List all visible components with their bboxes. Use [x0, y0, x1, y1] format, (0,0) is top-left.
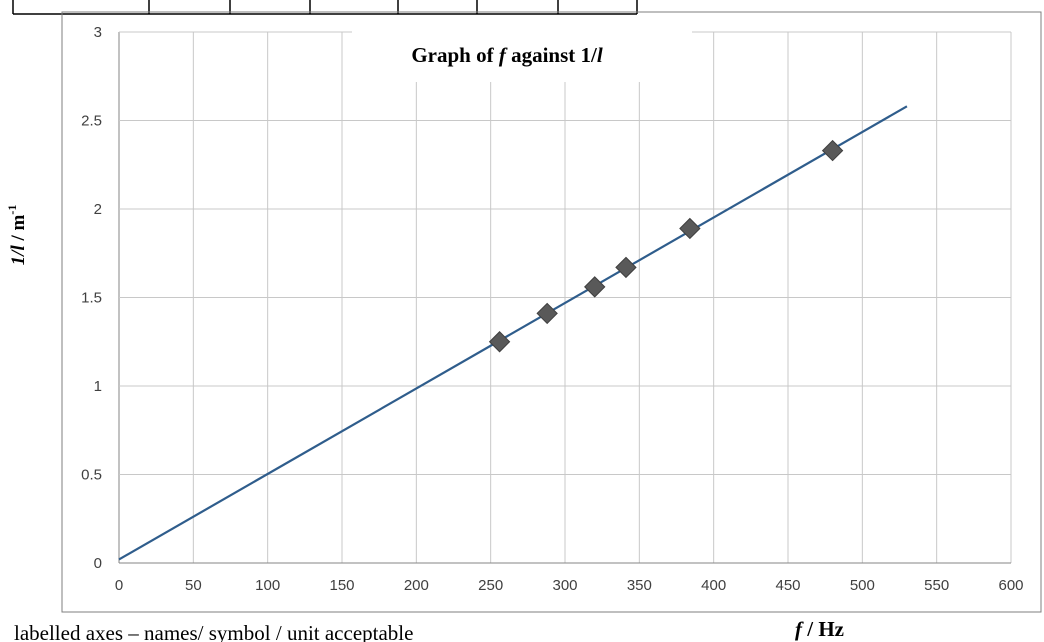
- data-point-marker: [679, 217, 701, 240]
- x-tick-label: 100: [255, 577, 280, 594]
- title-prefix: Graph of: [411, 43, 499, 67]
- x-tick-labels: 0 50 100 150 200 250 300 350 400 450 500 550 600: [115, 577, 1024, 594]
- title-symbol-l: l: [597, 43, 603, 67]
- data-point-marker: [536, 302, 558, 325]
- x-tick-label: 450: [775, 577, 800, 594]
- x-tick-label: 50: [185, 577, 202, 594]
- y-tick-label: 2.5: [81, 113, 102, 130]
- x-tick-label: 300: [552, 577, 577, 594]
- x-axis-label: f / Hz: [795, 617, 844, 641]
- x-tick-label: 150: [329, 577, 354, 594]
- data-point-marker: [821, 139, 844, 162]
- caption-text: labelled axes – names/ symbol / unit acc…: [14, 621, 413, 642]
- y-tick-labels: 0 0.5 1 1.5 2 2.5 3: [81, 24, 102, 572]
- x-tick-label: 500: [850, 577, 875, 594]
- x-tick-label: 550: [924, 577, 949, 594]
- trendline: [118, 105, 908, 561]
- x-tick-label: 200: [404, 577, 429, 594]
- title-middle: against 1/: [506, 43, 598, 67]
- data-point-marker: [584, 276, 606, 298]
- x-tick-label: 0: [115, 577, 123, 594]
- x-tick-label: 400: [701, 577, 726, 594]
- data-markers: [488, 139, 844, 353]
- y-axis-label: 1/l / m-1: [5, 205, 29, 266]
- y-tick-label: 1.5: [81, 290, 102, 307]
- x-axis-symbol: f: [795, 617, 804, 641]
- y-tick-label: 0.5: [81, 467, 102, 484]
- y-tick-label: 1: [94, 378, 102, 395]
- x-tick-label: 350: [627, 577, 652, 594]
- y-axis-exponent: -1: [5, 205, 19, 215]
- title-background: [352, 30, 692, 82]
- x-tick-label: 600: [998, 577, 1023, 594]
- x-axis-unit: / Hz: [802, 617, 844, 641]
- y-tick-label: 3: [94, 24, 102, 41]
- chart-title: Graph of f against 1/l: [411, 43, 603, 67]
- title-symbol-f: f: [499, 43, 508, 67]
- chart-area-border: [61, 11, 1042, 613]
- y-axis-symbol: 1/l: [8, 245, 29, 266]
- y-tick-label: 0: [94, 555, 102, 572]
- y-tick-label: 2: [94, 201, 102, 218]
- y-axis-unit: / m: [8, 214, 29, 245]
- x-tick-label: 250: [478, 577, 503, 594]
- data-point-marker: [488, 331, 511, 353]
- data-point-marker: [615, 256, 637, 279]
- table-fragment: [12, 0, 638, 15]
